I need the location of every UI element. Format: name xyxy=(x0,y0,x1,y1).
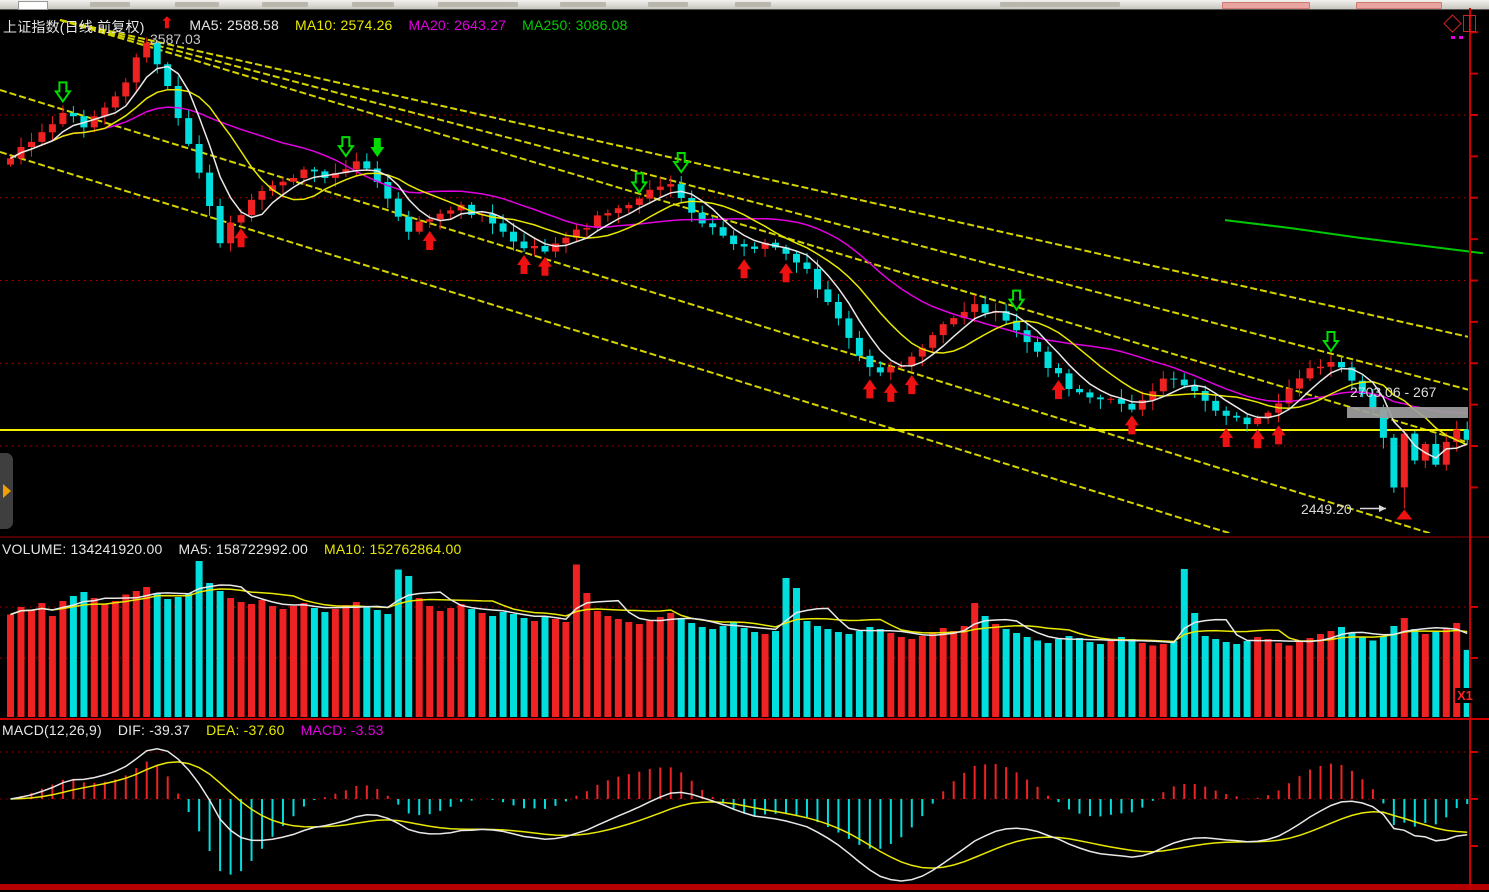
volume-panel-legend[interactable]: VOLUME: 134241920.00 MA5: 158722992.00 M… xyxy=(2,541,461,557)
price-ma-lines xyxy=(10,65,1468,459)
volume-ma-lines xyxy=(10,584,1468,644)
quote-button[interactable] xyxy=(1356,2,1442,9)
sell-arrow-icon xyxy=(53,81,72,104)
app-logo xyxy=(18,1,48,10)
left-panel-expander[interactable] xyxy=(0,453,13,529)
macd-params: MACD(12,26,9) xyxy=(2,722,102,738)
price-panel-legend[interactable]: 上证指数(日线.前复权) ⬆ MA5: 2588.58 MA10: 2574.2… xyxy=(3,15,628,37)
sell-arrow-icon xyxy=(370,138,385,158)
sell-arrow-icon xyxy=(1322,331,1340,353)
indicator-dot-icon xyxy=(1451,36,1455,39)
buy-arrow-icon xyxy=(862,379,877,399)
buy-arrow-icon xyxy=(904,375,919,395)
split-window-icon[interactable] xyxy=(1463,15,1476,32)
menu-item[interactable] xyxy=(560,2,606,7)
macd-panel-legend[interactable]: MACD(12,26,9) DIF: -39.37 DEA: -37.60 MA… xyxy=(2,722,384,738)
macd-dif-dea-lines xyxy=(10,748,1468,882)
buy-arrow-icon xyxy=(737,259,752,279)
buy-arrow-icon xyxy=(1219,427,1234,447)
volume-ma5-value: MA5: 158722992.00 xyxy=(178,541,308,557)
volume-bars xyxy=(7,561,1471,717)
ma5-legend: MA5: 2588.58 xyxy=(189,17,279,33)
range-tooltip-label: 2703.06 - 267 xyxy=(1350,384,1437,400)
scale-indicator[interactable]: X1 xyxy=(1455,688,1475,703)
sell-arrow-icon xyxy=(1007,289,1026,312)
buy-arrow-icon xyxy=(517,255,532,275)
quote-button[interactable] xyxy=(1222,2,1310,9)
menu-item[interactable] xyxy=(262,2,308,7)
buy-arrow-icon xyxy=(1124,415,1139,435)
buy-arrow-icon xyxy=(883,382,898,402)
buy-arrow-icon xyxy=(422,231,437,251)
sell-arrow-icon xyxy=(672,152,691,174)
panel-frame xyxy=(0,8,1489,890)
menu-item[interactable] xyxy=(1000,2,1120,7)
menu-item[interactable] xyxy=(175,2,219,7)
buy-arrow-icon xyxy=(1271,425,1286,445)
buy-arrow-icon xyxy=(779,263,794,283)
menu-item[interactable] xyxy=(648,2,688,7)
macd-gridlines xyxy=(0,751,1468,800)
menu-item[interactable] xyxy=(735,2,771,7)
macd-histogram xyxy=(19,761,1469,875)
ma20-legend: MA20: 2643.27 xyxy=(408,17,507,33)
chevron-right-icon xyxy=(3,484,11,498)
instrument-title: 上证指数(日线.前复权) xyxy=(3,19,145,35)
ma250-line xyxy=(1224,219,1484,255)
low-price-label: 2449.20 xyxy=(1301,501,1352,517)
sell-arrow-icon xyxy=(630,172,649,195)
trend-channel-lines xyxy=(0,19,1468,533)
high-price-label: 3587.03 xyxy=(150,31,201,47)
sell-arrow-icon xyxy=(336,136,355,158)
volume-ma10-value: MA10: 152762864.00 xyxy=(323,541,462,557)
volume-value: VOLUME: 134241920.00 xyxy=(2,541,163,557)
menu-bar[interactable] xyxy=(0,0,1489,10)
dif-value: DIF: -39.37 xyxy=(117,722,191,738)
buy-arrow-icon xyxy=(1250,429,1265,449)
menu-item[interactable] xyxy=(438,2,518,7)
indicator-dot-icon xyxy=(1459,36,1463,39)
buy-arrow-icon xyxy=(1051,380,1066,400)
dea-value: DEA: -37.60 xyxy=(206,722,285,738)
buy-arrow-icon xyxy=(537,256,552,276)
candlesticks xyxy=(7,37,1471,509)
pointer-arrowhead-icon xyxy=(1379,504,1386,512)
ma250-legend: MA250: 3086.08 xyxy=(522,17,628,33)
low-marker-icon xyxy=(1396,509,1413,520)
signal-arrows xyxy=(53,81,1413,520)
up-arrow-icon: ⬆ xyxy=(160,15,174,32)
menu-item[interactable] xyxy=(352,2,394,7)
buy-arrow-icon xyxy=(234,228,249,248)
menu-item[interactable] xyxy=(90,2,130,7)
macd-value: MACD: -3.53 xyxy=(300,722,384,738)
ma10-legend: MA10: 2574.26 xyxy=(294,17,393,33)
range-tooltip-box xyxy=(1347,407,1468,418)
